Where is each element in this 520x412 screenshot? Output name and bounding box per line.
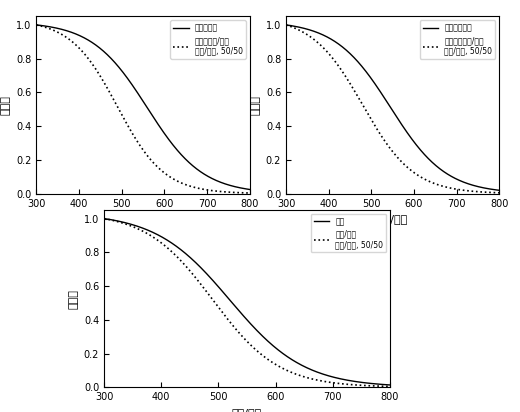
Legend: 二甲基亚砜, 二甲基亚砜/甲苯
体积/体积, 50/50: 二甲基亚砜, 二甲基亚砜/甲苯 体积/体积, 50/50 — [170, 20, 246, 59]
二甲基甲酰胺 — [398, 122, 405, 126]
乙腈 — [101, 216, 107, 221]
Line: 二甲基甲酰胺: 二甲基甲酰胺 — [286, 25, 499, 190]
Legend: 乙腈, 乙腈/甲苯
体积/体积, 50/50: 乙腈, 乙腈/甲苯 体积/体积, 50/50 — [310, 214, 386, 252]
乙腈/甲苯
体积/体积, 50/50 — [101, 216, 107, 221]
二甲基甲酰胺 — [458, 178, 464, 183]
二甲基甲酰胺/甲苯
体积/体积, 50/50 — [496, 190, 502, 195]
二甲基亚砜/甲苯
体积/体积, 50/50 — [33, 22, 40, 27]
乙腈/甲苯
体积/体积, 50/50 — [335, 381, 342, 386]
X-axis label: 波长/纳米: 波长/纳米 — [128, 214, 158, 224]
二甲基亚砜 — [246, 187, 253, 192]
二甲基亚砜 — [208, 176, 214, 180]
Legend: 二甲基甲酰胺, 二甲基甲酰胺/甲苯
体积/体积, 50/50: 二甲基甲酰胺, 二甲基甲酰胺/甲苯 体积/体积, 50/50 — [420, 20, 496, 59]
二甲基亚砜 — [135, 91, 141, 96]
Line: 乙腈: 乙腈 — [104, 218, 390, 385]
Line: 二甲基亚砜: 二甲基亚砜 — [36, 25, 250, 190]
Y-axis label: 吸光度: 吸光度 — [68, 289, 78, 309]
二甲基亚砜 — [33, 22, 40, 27]
二甲基甲酰胺 — [410, 138, 416, 143]
二甲基亚砜 — [241, 186, 248, 191]
X-axis label: 波长/纳米: 波长/纳米 — [378, 214, 408, 224]
Line: 二甲基甲酰胺/甲苯
体积/体积, 50/50: 二甲基甲酰胺/甲苯 体积/体积, 50/50 — [286, 25, 499, 193]
二甲基甲酰胺/甲苯
体积/体积, 50/50 — [458, 187, 464, 192]
二甲基亚砜/甲苯
体积/体积, 50/50 — [246, 190, 253, 195]
二甲基亚砜 — [136, 92, 142, 97]
Line: 乙腈/甲苯
体积/体积, 50/50: 乙腈/甲苯 体积/体积, 50/50 — [104, 218, 390, 386]
二甲基亚砜/甲苯
体积/体积, 50/50 — [149, 159, 155, 164]
X-axis label: 波长/纳米: 波长/纳米 — [232, 408, 262, 412]
二甲基亚砜 — [149, 112, 155, 117]
二甲基甲酰胺 — [496, 188, 502, 193]
二甲基甲酰胺 — [384, 100, 391, 105]
二甲基亚砜/甲苯
体积/体积, 50/50 — [208, 188, 214, 193]
二甲基甲酰胺 — [491, 187, 497, 192]
乙腈 — [256, 330, 262, 335]
二甲基甲酰胺 — [283, 22, 289, 27]
乙腈/甲苯
体积/体积, 50/50 — [239, 333, 245, 338]
二甲基亚砜 — [160, 129, 166, 134]
二甲基甲酰胺/甲苯
体积/体积, 50/50 — [283, 22, 289, 27]
乙腈 — [387, 382, 393, 387]
乙腈/甲苯
体积/体积, 50/50 — [256, 350, 262, 355]
二甲基甲酰胺 — [385, 102, 392, 107]
二甲基甲酰胺/甲苯
体积/体积, 50/50 — [410, 169, 416, 174]
乙腈 — [271, 344, 277, 349]
乙腈 — [335, 376, 342, 381]
乙腈/甲苯
体积/体积, 50/50 — [271, 361, 277, 366]
二甲基亚砜/甲苯
体积/体积, 50/50 — [135, 140, 141, 145]
Line: 二甲基亚砜/甲苯
体积/体积, 50/50: 二甲基亚砜/甲苯 体积/体积, 50/50 — [36, 25, 250, 193]
乙腈 — [237, 309, 243, 314]
二甲基亚砜/甲苯
体积/体积, 50/50 — [241, 190, 248, 195]
乙腈/甲苯
体积/体积, 50/50 — [237, 331, 243, 336]
乙腈 — [239, 311, 245, 316]
二甲基亚砜/甲苯
体积/体积, 50/50 — [136, 141, 142, 146]
乙腈 — [380, 382, 386, 387]
乙腈/甲苯
体积/体积, 50/50 — [380, 384, 386, 389]
二甲基甲酰胺/甲苯
体积/体积, 50/50 — [384, 142, 391, 147]
Y-axis label: 吸光度: 吸光度 — [250, 95, 260, 115]
二甲基甲酰胺/甲苯
体积/体积, 50/50 — [385, 144, 392, 149]
乙腈/甲苯
体积/体积, 50/50 — [387, 384, 393, 389]
二甲基甲酰胺/甲苯
体积/体积, 50/50 — [491, 190, 497, 195]
Y-axis label: 吸光度: 吸光度 — [1, 95, 10, 115]
二甲基甲酰胺/甲苯
体积/体积, 50/50 — [398, 159, 405, 164]
二甲基亚砜/甲苯
体积/体积, 50/50 — [160, 170, 166, 175]
